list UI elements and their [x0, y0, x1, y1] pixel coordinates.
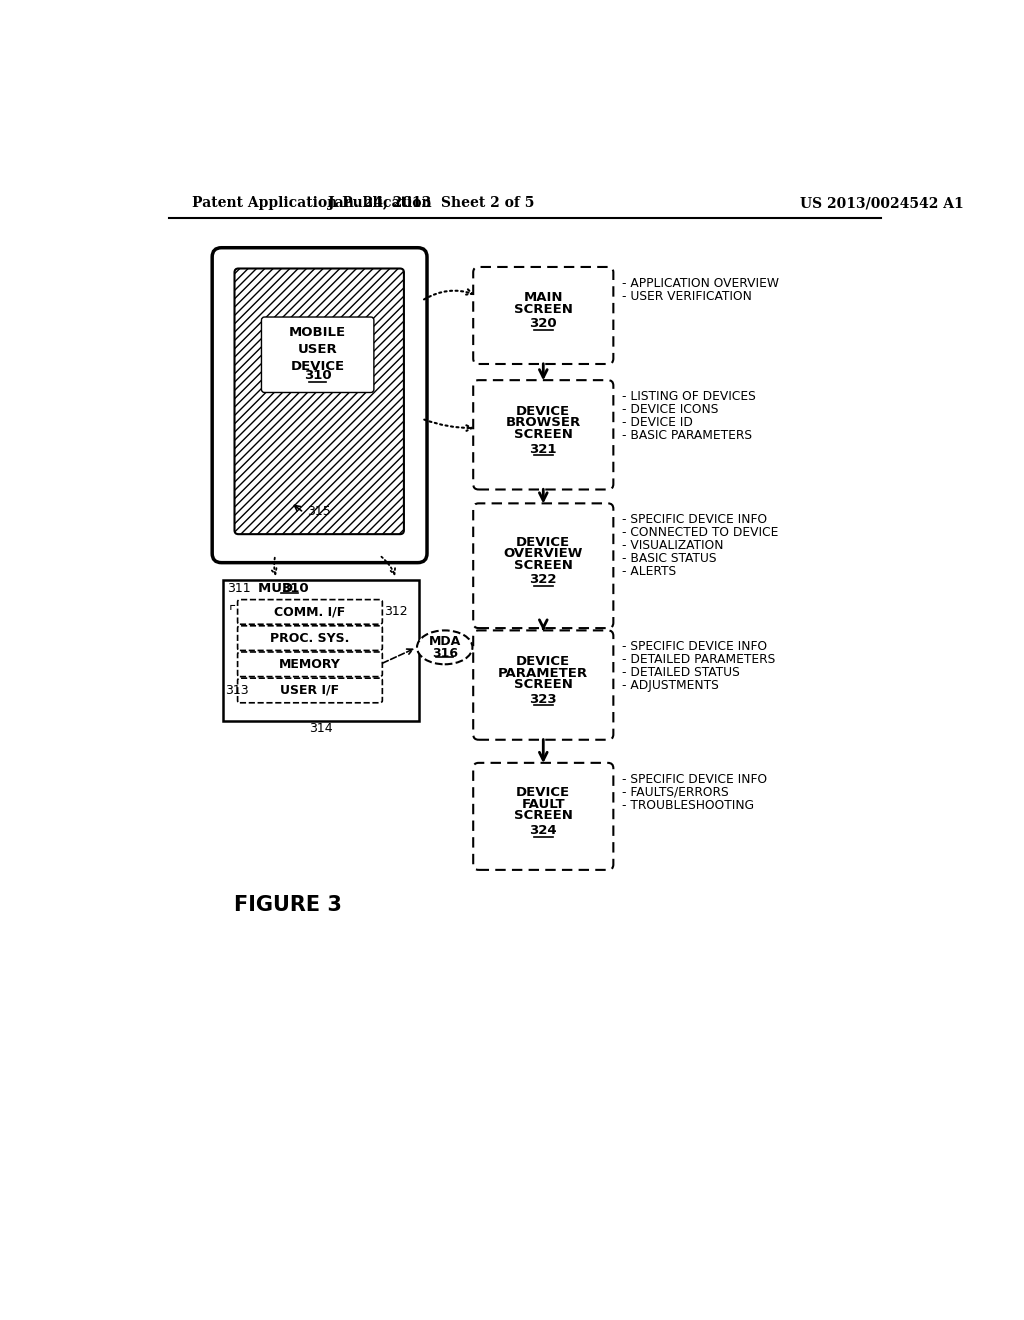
FancyBboxPatch shape: [473, 763, 613, 870]
Text: - CONNECTED TO DEVICE: - CONNECTED TO DEVICE: [622, 527, 778, 539]
Text: - SPECIFIC DEVICE INFO: - SPECIFIC DEVICE INFO: [622, 640, 767, 653]
Text: FIGURE 3: FIGURE 3: [234, 895, 342, 915]
Text: 311: 311: [226, 582, 251, 595]
Text: - LISTING OF DEVICES: - LISTING OF DEVICES: [622, 389, 756, 403]
Text: 313: 313: [225, 684, 249, 697]
FancyBboxPatch shape: [212, 248, 427, 562]
FancyBboxPatch shape: [261, 317, 374, 392]
Text: USER I/F: USER I/F: [281, 684, 340, 697]
FancyBboxPatch shape: [238, 678, 382, 702]
Text: MUD: MUD: [258, 582, 297, 595]
Text: DEVICE: DEVICE: [516, 787, 570, 800]
Text: - ADJUSTMENTS: - ADJUSTMENTS: [622, 680, 719, 693]
Text: 320: 320: [529, 317, 557, 330]
Text: - USER VERIFICATION: - USER VERIFICATION: [622, 289, 752, 302]
Text: MAIN: MAIN: [523, 292, 563, 305]
FancyBboxPatch shape: [238, 652, 382, 677]
Text: 324: 324: [529, 824, 557, 837]
Text: MEMORY: MEMORY: [279, 657, 341, 671]
FancyBboxPatch shape: [473, 267, 613, 364]
Text: PARAMETER: PARAMETER: [499, 667, 589, 680]
Text: - DETAILED STATUS: - DETAILED STATUS: [622, 667, 739, 680]
Text: SCREEN: SCREEN: [514, 428, 572, 441]
Text: DEVICE: DEVICE: [516, 536, 570, 549]
Text: BROWSER: BROWSER: [506, 416, 581, 429]
Text: ⌜: ⌜: [229, 605, 237, 619]
Text: SCREEN: SCREEN: [514, 678, 572, 692]
FancyBboxPatch shape: [234, 268, 403, 535]
Text: PROC. SYS.: PROC. SYS.: [270, 631, 349, 644]
Text: 310: 310: [304, 370, 332, 381]
Text: - SPECIFIC DEVICE INFO: - SPECIFIC DEVICE INFO: [622, 513, 767, 527]
Text: - TROUBLESHOOTING: - TROUBLESHOOTING: [622, 799, 754, 812]
Text: 314: 314: [309, 722, 333, 735]
Text: Jan. 24, 2013  Sheet 2 of 5: Jan. 24, 2013 Sheet 2 of 5: [328, 197, 535, 210]
Text: - DEVICE ID: - DEVICE ID: [622, 416, 692, 429]
Text: MOBILE
USER
DEVICE: MOBILE USER DEVICE: [289, 326, 346, 372]
Text: SCREEN: SCREEN: [514, 302, 572, 315]
Text: DEVICE: DEVICE: [516, 655, 570, 668]
Text: Patent Application Publication: Patent Application Publication: [193, 197, 432, 210]
Text: - APPLICATION OVERVIEW: - APPLICATION OVERVIEW: [622, 277, 779, 289]
FancyBboxPatch shape: [473, 380, 613, 490]
Ellipse shape: [417, 631, 472, 664]
Text: SCREEN: SCREEN: [514, 809, 572, 822]
Text: - FAULTS/ERRORS: - FAULTS/ERRORS: [622, 785, 728, 799]
Text: SCREEN: SCREEN: [514, 558, 572, 572]
Text: - DETAILED PARAMETERS: - DETAILED PARAMETERS: [622, 653, 775, 667]
Text: DEVICE: DEVICE: [516, 405, 570, 418]
Text: 316: 316: [432, 647, 458, 660]
Text: 322: 322: [529, 573, 557, 586]
Text: - ALERTS: - ALERTS: [622, 565, 676, 578]
Text: - VISUALIZATION: - VISUALIZATION: [622, 539, 723, 552]
Text: 315: 315: [307, 504, 331, 517]
FancyBboxPatch shape: [473, 503, 613, 628]
Text: - BASIC PARAMETERS: - BASIC PARAMETERS: [622, 429, 752, 442]
Text: 321: 321: [529, 442, 557, 455]
FancyBboxPatch shape: [223, 581, 419, 721]
FancyBboxPatch shape: [473, 631, 613, 739]
Text: COMM. I/F: COMM. I/F: [274, 606, 345, 619]
Text: US 2013/0024542 A1: US 2013/0024542 A1: [801, 197, 965, 210]
Text: 310: 310: [281, 582, 308, 595]
Text: - BASIC STATUS: - BASIC STATUS: [622, 552, 717, 565]
Text: FAULT: FAULT: [521, 797, 565, 810]
FancyBboxPatch shape: [238, 599, 382, 624]
Text: OVERVIEW: OVERVIEW: [504, 548, 583, 560]
Text: 323: 323: [529, 693, 557, 706]
Text: - DEVICE ICONS: - DEVICE ICONS: [622, 403, 718, 416]
FancyBboxPatch shape: [238, 626, 382, 651]
Text: MDA: MDA: [429, 635, 461, 648]
Text: - SPECIFIC DEVICE INFO: - SPECIFIC DEVICE INFO: [622, 772, 767, 785]
Text: 312: 312: [384, 606, 408, 619]
